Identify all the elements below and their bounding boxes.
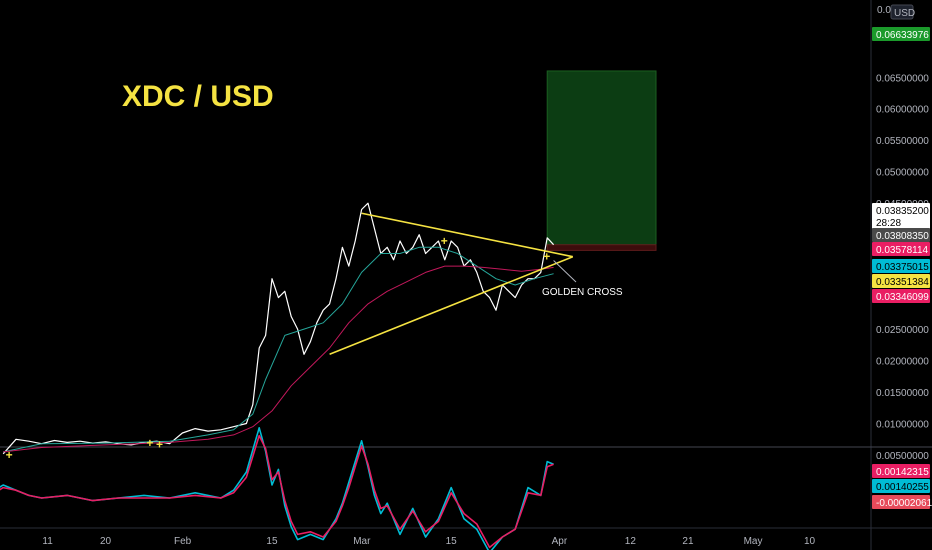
price-tag [872,289,930,303]
price-tick-label: 0.00500000 [876,451,929,462]
chart-title: XDC / USD [122,80,274,113]
time-axis[interactable]: 11 20 Feb 15 Mar 15 Apr 12 21 May 10 [42,536,815,547]
price-tick-label: 0.01000000 [876,420,929,431]
oscillator-tag-label: 0.00142315 [876,467,929,478]
time-tick-label: 15 [266,536,278,547]
price-tick-label: 0.02500000 [876,325,929,336]
stop-loss-zone [546,244,657,251]
cross-marker: + [543,250,550,264]
price-axis-top-label: 0.07 [877,5,897,16]
profit-zone [546,70,657,246]
oscillator-line-red [0,434,554,549]
cross-markers: ++ +++ [6,234,551,462]
price-tick-label: 0.05000000 [876,168,929,179]
time-tick-label: 10 [804,536,816,547]
time-tick-label: May [744,536,763,547]
price-tag [872,27,930,41]
price-tick-label: 0.05500000 [876,136,929,147]
time-tick-label: 21 [682,536,694,547]
price-tick-label: 0.06000000 [876,105,929,116]
oscillator-series-group [0,426,554,550]
cross-marker: + [6,448,13,462]
triangle-lower-line [329,255,574,356]
price-tick-label: 0.06500000 [876,73,929,84]
symmetrical-triangle[interactable] [329,212,574,356]
price-tag-label: 0.03346099 [876,292,929,303]
time-tick-label: 20 [100,536,112,547]
time-tick-label: Apr [552,536,568,547]
price-tag-label: 0.03578114 [876,245,929,256]
price-tick-label: 0.02000000 [876,357,929,368]
price-tag-label: 0.03835200 [876,206,929,217]
oscillator-tag-label: 0.00140255 [876,482,929,493]
price-tag [872,228,930,242]
time-tick-label: 11 [42,536,53,547]
price-series-group [2,202,555,455]
ema-fast-line [3,246,554,453]
time-tick-label: 12 [625,536,637,547]
price-tag-label: 0.06633976 [876,30,929,41]
cross-marker: + [156,437,163,451]
time-tick-label: 15 [446,536,458,547]
oscillator-tag [872,495,930,509]
long-position-box[interactable] [546,70,657,251]
price-tag [872,203,930,229]
currency-badge-label: USD [894,8,915,19]
cross-marker: + [441,234,448,248]
price-tag-countdown: 28:28 [876,218,901,229]
time-tick-label: Feb [174,536,192,547]
price-tag [872,242,930,256]
oscillator-tag-label: -0.00002061 [876,498,932,509]
currency-badge[interactable] [890,4,914,20]
annotation-label: GOLDEN CROSS [542,287,623,298]
golden-cross-annotation[interactable]: GOLDEN CROSS [542,260,623,298]
time-tick-label: Mar [353,536,371,547]
oscillator-tag [872,464,930,478]
ema-slow-line [3,265,554,453]
oscillator-tag [872,479,930,493]
price-tag-label: 0.03351384 [876,277,929,288]
price-tag [872,259,930,273]
price-tag-label: 0.03808350 [876,231,929,242]
price-line [2,202,555,455]
price-tag [872,274,930,288]
price-tick-label: 0.01500000 [876,388,929,399]
price-tag-label: 0.03375015 [876,262,929,273]
triangle-upper-line [361,212,573,258]
cross-marker: + [146,436,153,450]
